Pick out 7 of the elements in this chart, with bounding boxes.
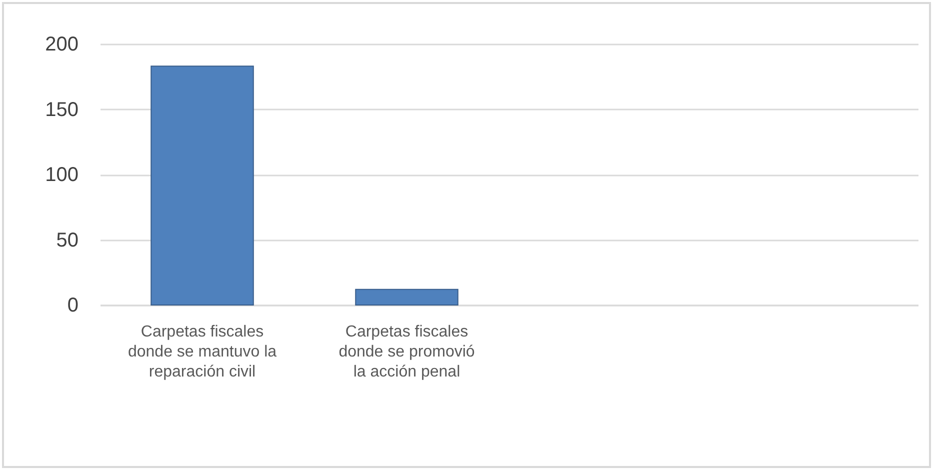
- y-tick-label: 150: [45, 98, 78, 121]
- y-tick-label: 0: [67, 294, 78, 316]
- y-tick-label: 50: [56, 229, 78, 252]
- y-tick-label: 200: [45, 34, 78, 56]
- x-tick-label: Carpetas fiscales donde se promovió la acción penal: [338, 324, 475, 380]
- x-tick-label: Carpetas fiscales donde se mantuvo la reparación civil: [128, 324, 277, 380]
- y-tick-label: 100: [45, 164, 78, 186]
